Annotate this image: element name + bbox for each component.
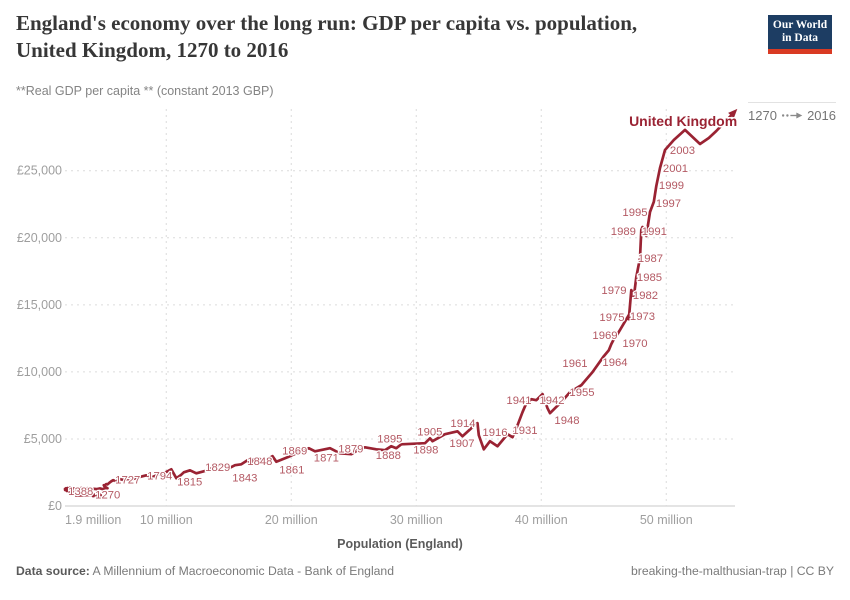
year-label: 1942 <box>539 395 564 407</box>
year-label: 1979 <box>601 285 626 297</box>
title-line-1: England's economy over the long run: GDP… <box>16 11 638 35</box>
page-title: England's economy over the long run: GDP… <box>16 10 756 64</box>
footer: Data source: A Millennium of Macroeconom… <box>16 564 834 578</box>
gdp-population-line <box>63 112 734 500</box>
y-tick-label: £20,000 <box>17 231 62 245</box>
year-label: 1727 <box>115 474 140 486</box>
year-label: 1964 <box>602 357 627 369</box>
year-label: 1843 <box>232 472 257 484</box>
year-label: 1879 <box>338 444 363 456</box>
x-tick-label: 1.9 million <box>65 513 121 527</box>
owid-logo: Our World in Data <box>768 15 832 54</box>
year-label: 1955 <box>569 387 594 399</box>
year-label: 1871 <box>314 452 339 464</box>
legend-end-year: 2016 <box>807 108 836 123</box>
y-tick-label: £5,000 <box>24 432 62 446</box>
x-tick-label: 40 million <box>515 513 568 527</box>
y-tick-label: £10,000 <box>17 365 62 379</box>
year-label: 1987 <box>638 253 663 265</box>
year-label: 1970 <box>622 338 647 350</box>
year-label: 2003 <box>670 145 695 157</box>
title-line-2: United Kingdom, 1270 to 2016 <box>16 38 289 62</box>
year-label: 1270 <box>95 489 120 501</box>
year-label: 1989 <box>611 226 636 238</box>
year-label: 1848 <box>247 456 272 468</box>
y-tick-label: £0 <box>48 499 62 513</box>
owid-logo-line-1: Our World <box>772 19 828 31</box>
x-tick-label: 10 million <box>140 513 193 527</box>
license-note: breaking-the-malthusian-trap | CC BY <box>631 564 834 578</box>
year-label: 1969 <box>592 330 617 342</box>
year-label: 1914 <box>450 418 475 430</box>
y-tick-label: £15,000 <box>17 298 62 312</box>
year-label: 1982 <box>633 290 658 302</box>
year-label: 1898 <box>413 444 438 456</box>
year-label: 1905 <box>417 426 442 438</box>
year-label: 1888 <box>376 450 401 462</box>
year-label: 1916 <box>482 427 507 439</box>
year-label: 1961 <box>562 358 587 370</box>
year-label: 2001 <box>663 163 688 175</box>
year-label: 1931 <box>512 425 537 437</box>
owid-logo-line-2: in Data <box>781 32 819 44</box>
year-label: 1991 <box>642 226 667 238</box>
line-end-arrowhead <box>728 108 738 119</box>
year-label: 1794 <box>147 470 172 482</box>
year-label: 1388 <box>68 486 93 498</box>
year-label: 1815 <box>177 476 202 488</box>
x-tick-label: 20 million <box>265 513 318 527</box>
year-label: 1985 <box>637 272 662 284</box>
year-label: 1948 <box>554 415 579 427</box>
year-label: 1861 <box>279 464 304 476</box>
timeline-legend: 1270 2016 <box>748 102 836 123</box>
year-label: 1997 <box>656 198 681 210</box>
x-tick-label: 50 million <box>640 513 693 527</box>
year-label: 1869 <box>282 446 307 458</box>
year-label: 1999 <box>659 180 684 192</box>
year-label: 1995 <box>622 207 647 219</box>
entity-label: United Kingdom <box>629 113 737 129</box>
chart-subtitle: **Real GDP per capita ** (constant 2013 … <box>16 84 274 98</box>
data-source-note: Data source: A Millennium of Macroeconom… <box>16 564 394 578</box>
year-label: 1973 <box>630 311 655 323</box>
year-label: 1895 <box>377 433 402 445</box>
year-label: 1829 <box>205 462 230 474</box>
legend-start-year: 1270 <box>748 108 777 123</box>
x-axis-title: Population (England) <box>337 537 463 551</box>
year-label: 1941 <box>506 395 531 407</box>
year-label: 1907 <box>449 438 474 450</box>
x-tick-label: 30 million <box>390 513 443 527</box>
data-source-label: Data source: <box>16 564 90 578</box>
timeline-arrow-icon <box>781 112 803 119</box>
year-label: 1975 <box>599 312 624 324</box>
y-tick-label: £25,000 <box>17 164 62 178</box>
data-source-value: A Millennium of Macroeconomic Data - Ban… <box>89 564 394 578</box>
